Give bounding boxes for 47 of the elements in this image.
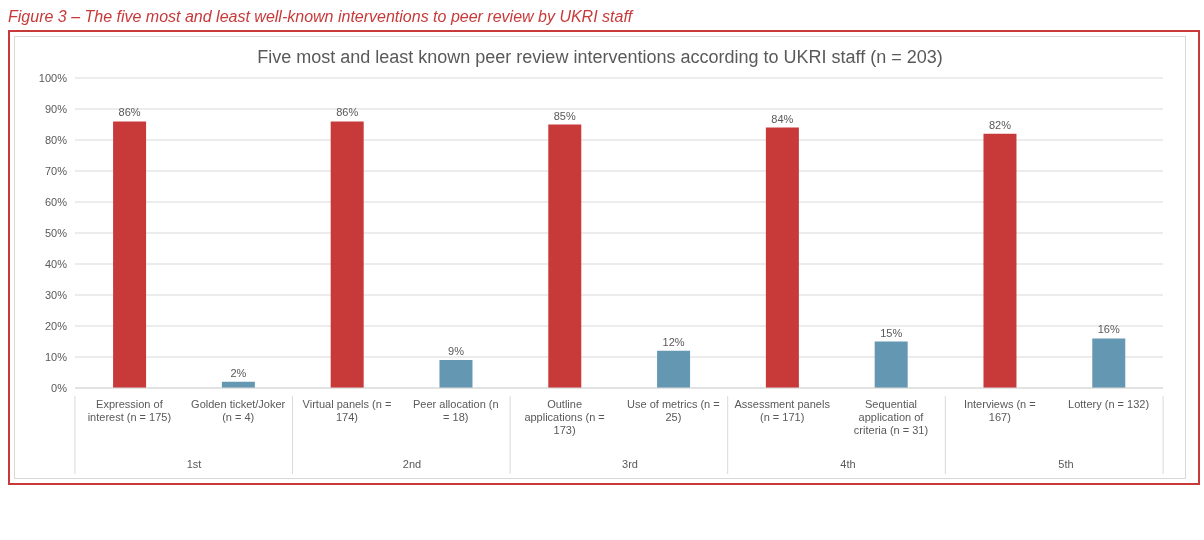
bar	[1092, 338, 1126, 388]
caption: Figure 3 – The five most and least well-known interventions to peer review by UKRI staff	[8, 8, 635, 26]
chart-title: Five most and least known peer review interventions according to UKRI staff (n = 203)	[256, 46, 944, 68]
data-label: 16%	[1097, 323, 1120, 336]
x-tick-label: Outline applications (n = 173)	[524, 398, 605, 436]
x-tick-label: Virtual panels (n = 174)	[302, 398, 392, 423]
bar	[657, 350, 691, 388]
data-label: 86%	[336, 106, 359, 119]
data-label: 15%	[880, 326, 903, 339]
y-tick-label: 100%	[38, 71, 68, 84]
y-tick-label: 0%	[51, 381, 68, 394]
data-label: 84%	[771, 112, 794, 125]
bar	[983, 133, 1017, 388]
x-tick-label: Assessment panels (n = 171)	[734, 398, 831, 423]
y-tick-label: 10%	[44, 350, 68, 363]
bar	[330, 121, 364, 388]
text: 5th	[1058, 458, 1074, 470]
text: 3rd	[622, 458, 638, 470]
x-tick-label: Interviews (n = 167)	[963, 398, 1036, 423]
x-tick-label: Golden ticket/Joker (n = 4)	[191, 398, 286, 423]
x-tick-label: Sequential application of criteria (n = 31)	[853, 398, 929, 436]
bar	[874, 341, 908, 388]
bar	[548, 124, 582, 388]
data-label: 12%	[662, 335, 685, 348]
text: 2nd	[402, 458, 422, 470]
bar	[113, 121, 147, 388]
y-tick-label: 80%	[44, 133, 68, 146]
data-label: 85%	[553, 109, 576, 122]
y-tick-label: 30%	[44, 288, 68, 301]
x-tick-label: Expression of interest (n = 175)	[87, 398, 172, 423]
bar	[439, 360, 473, 388]
y-tick-label: 20%	[44, 319, 68, 332]
text: 4th	[840, 458, 856, 470]
bar	[765, 127, 799, 388]
text: 1st	[186, 458, 202, 470]
x-tick-label: Lottery (n = 132)	[1068, 398, 1150, 410]
x-tick-label: Use of metrics (n = 25)	[627, 398, 720, 423]
y-tick-label: 50%	[44, 226, 68, 239]
x-tick-label: Peer allocation (n = 18)	[413, 398, 499, 423]
y-tick-label: 60%	[44, 195, 68, 208]
y-tick-label: 90%	[44, 102, 68, 115]
y-tick-label: 70%	[44, 164, 68, 177]
data-label: 2%	[230, 366, 247, 379]
y-tick-label: 40%	[44, 257, 68, 270]
data-label: 82%	[988, 118, 1012, 131]
data-label: 9%	[448, 345, 465, 358]
data-label: 86%	[118, 106, 141, 119]
